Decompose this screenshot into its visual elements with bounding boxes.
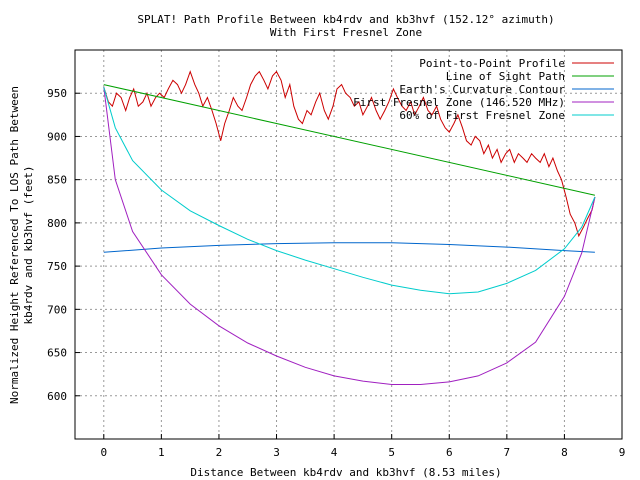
series-line-earth-s-curvature-contour [103, 242, 595, 253]
y-tick-label: 950 [47, 87, 67, 100]
x-tick-label: 6 [446, 446, 453, 459]
x-tick-label: 3 [273, 446, 280, 459]
chart-title: SPLAT! Path Profile Between kb4rdv and k… [137, 13, 554, 26]
x-tick-label: 2 [216, 446, 223, 459]
series-line-line-of-sight-path [103, 84, 596, 196]
y-tick-label: 750 [47, 260, 67, 273]
y-axis-label-line2: kb4rdv and kb3hvf (feet) [22, 166, 35, 325]
plot-frame [74, 49, 623, 440]
y-axis-label-line1: Normalized Height Referenced To LOS Path… [8, 86, 21, 404]
x-axis-label: Distance Between kb4rdv and kb3hvf (8.53… [190, 466, 501, 479]
x-tick-label: 9 [619, 446, 626, 459]
y-tick-label: 850 [47, 174, 67, 187]
y-tick-label: 600 [47, 390, 67, 403]
x-tick-label: 5 [388, 446, 395, 459]
y-tick-label: 900 [47, 130, 67, 143]
series-line-point-to-point-profile [103, 70, 596, 238]
legend-label: Earth's Curvature Contour [399, 83, 565, 96]
x-tick-label: 1 [158, 446, 165, 459]
y-tick-label: 650 [47, 347, 67, 360]
series-line-first-fresnel-zone-146-520-mhz [103, 87, 596, 385]
y-tick-label: 800 [47, 217, 67, 230]
legend-label: First Fresnel Zone (146.520 MHz) [353, 96, 565, 109]
y-tick-label: 700 [47, 303, 67, 316]
legend-label: Line of Sight Path [446, 70, 565, 83]
x-tick-label: 0 [100, 446, 107, 459]
x-tick-label: 4 [331, 446, 338, 459]
series-line-60-of-first-fresnel-zone [103, 87, 596, 295]
axis-ticks: 0 1 2 3 4 5 6 7 8 9 600 650 700 750 800 850 900 950 [47, 87, 625, 459]
chart-subtitle: With First Fresnel Zone [270, 26, 422, 39]
grid-lines [75, 50, 623, 439]
x-tick-label: 7 [504, 446, 511, 459]
series-layer [103, 70, 596, 385]
legend-label: 60% of First Fresnel Zone [399, 109, 565, 122]
x-tick-label: 8 [561, 446, 568, 459]
legend-label: Point-to-Point Profile [419, 57, 565, 70]
